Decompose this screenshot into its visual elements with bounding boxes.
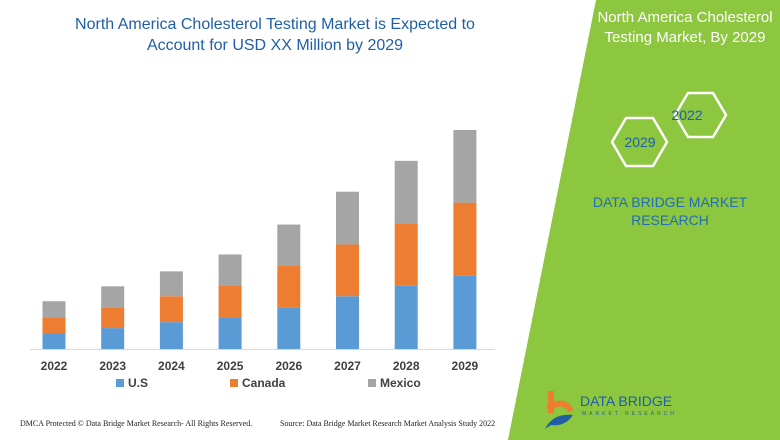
x-tick-label: 2025: [216, 359, 244, 373]
bar-us-2024: [159, 322, 183, 349]
legend-mexico: Mexico: [368, 376, 421, 390]
bar-canada-2027: [336, 244, 359, 297]
bar-us-2027: [336, 296, 359, 349]
bar-mexico-2029: [453, 129, 477, 203]
legend-canada: Canada: [230, 376, 285, 390]
bar-canada-2028: [394, 223, 418, 286]
bar-mexico-2023: [101, 286, 125, 308]
legend-swatch: [368, 379, 376, 387]
bar-canada-2022: [42, 317, 66, 334]
legend-swatch: [230, 379, 238, 387]
hexagon-icons: [610, 91, 728, 168]
bar-canada-2029: [453, 202, 477, 276]
bar-mexico-2022: [42, 301, 66, 318]
x-tick-label: 2029: [451, 359, 479, 373]
bar-mexico-2025: [218, 254, 242, 286]
bar-us-2022: [42, 333, 66, 349]
bar-canada-2023: [101, 307, 125, 329]
x-tick-label: 2023: [99, 359, 127, 373]
bar-mexico-2024: [159, 271, 183, 297]
side-title: North America Cholesterol Testing Market…: [597, 9, 773, 46]
hex-label-2022: 2022: [671, 107, 703, 123]
source: Source: Data Bridge Market Research Mark…: [280, 419, 496, 428]
page-title: North America Cholesterol Testing Market…: [75, 16, 475, 54]
stacked-bar-chart: [30, 129, 495, 350]
logo-subtext: MARKET RESEARCH: [582, 411, 677, 417]
logo-icon: [545, 391, 574, 429]
bar-mexico-2027: [336, 191, 359, 245]
x-tick-label: 2027: [334, 359, 361, 373]
brand-text: DATA BRIDGE MARKET RESEARCH: [592, 194, 748, 228]
bar-us-2026: [277, 307, 301, 349]
bar-mexico-2028: [394, 160, 418, 224]
legend-swatch: [116, 379, 124, 387]
hex-label-2029: 2029: [624, 134, 656, 150]
logo-text: DATA BRIDGE: [580, 393, 673, 409]
bar-us-2028: [394, 285, 418, 349]
x-tick-label: 2026: [275, 359, 303, 373]
bar-mexico-2026: [277, 224, 301, 266]
x-tick-label: 2024: [158, 359, 185, 373]
copyright: DMCA Protected © Data Bridge Market Rese…: [20, 419, 253, 428]
bar-canada-2025: [218, 285, 242, 318]
bar-canada-2026: [277, 265, 301, 308]
bar-us-2023: [101, 328, 125, 349]
bar-us-2025: [218, 317, 242, 349]
x-tick-label: 2028: [392, 359, 420, 373]
bar-us-2029: [453, 275, 477, 349]
bar-canada-2024: [159, 296, 183, 323]
legend-us: U.S: [116, 376, 148, 390]
x-tick-label: 2022: [40, 359, 68, 373]
